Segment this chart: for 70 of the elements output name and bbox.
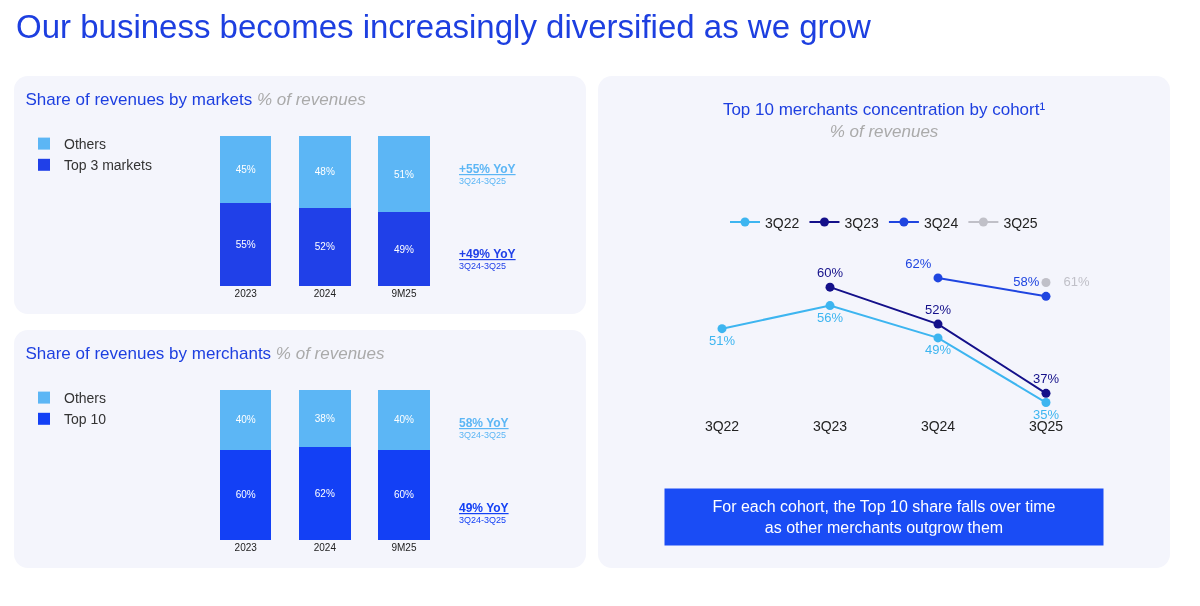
text: 49% YoY <box>459 501 509 515</box>
point <box>1041 398 1051 408</box>
legend-label: Top 10 <box>64 411 107 428</box>
data-label: 56% <box>816 309 844 325</box>
text: 3Q24-3Q25 <box>459 430 507 440</box>
x-tick-label: 2023 <box>234 288 258 299</box>
data-label: 60% <box>816 265 844 281</box>
bar <box>220 135 272 204</box>
data-label: 37% <box>1032 371 1060 387</box>
data-label: 49% <box>393 243 415 255</box>
data-label: 45% <box>235 164 256 176</box>
x-tick-label: 9M25 <box>391 288 417 299</box>
x-tick-label: 9M25 <box>391 542 417 553</box>
point <box>1041 388 1051 398</box>
x-tick-label: 2024 <box>313 288 337 299</box>
data-label: 55% <box>235 239 256 251</box>
data-label: 52% <box>314 241 335 253</box>
point <box>825 282 835 292</box>
data-label: 58% <box>1013 274 1040 290</box>
chart-subtitle: % of revenues <box>275 343 386 363</box>
x-tick-label: 2024 <box>313 542 337 553</box>
chart-title: Top 10 merchants concentration by cohort¹ <box>722 100 1046 120</box>
data-label: 49% <box>924 342 952 358</box>
legend-label: 3Q25 <box>1003 214 1038 231</box>
x-tick-label: 2023 <box>234 542 258 553</box>
text: For each cohort, the Top 10 share falls over time as other merchants outgrow them <box>712 498 1056 536</box>
legend-label: Others <box>64 390 107 407</box>
bar <box>220 203 272 286</box>
chart-title: Share of revenues by merchants <box>25 343 272 363</box>
point <box>1041 291 1051 301</box>
bar <box>378 135 430 213</box>
bar <box>299 135 351 208</box>
x-tick-label: 3Q24 <box>920 417 956 434</box>
text: 3Q24-3Q25 <box>459 176 507 186</box>
legend-label: Others <box>64 136 107 153</box>
data-label: 51% <box>393 168 415 180</box>
x-tick-label: 3Q22 <box>704 417 740 434</box>
point <box>933 273 943 283</box>
chart-title: Share of revenues by markets <box>25 89 253 109</box>
data-label: 60% <box>393 489 415 501</box>
legend-label: 3Q23 <box>844 214 879 231</box>
data-label: 62% <box>905 256 932 272</box>
legend-label: 3Q24 <box>923 214 959 231</box>
point <box>933 319 943 329</box>
point <box>717 324 727 334</box>
chart-subtitle: % of revenues <box>256 89 367 109</box>
data-label: 40% <box>393 414 415 426</box>
text: 3Q24-3Q25 <box>459 261 507 271</box>
text: 58% YoY <box>459 416 509 430</box>
data-label: 38% <box>314 412 335 424</box>
text: 3Q24-3Q25 <box>459 515 507 525</box>
chart-subtitle: % of revenues <box>829 122 939 142</box>
x-tick-label: 3Q23 <box>812 417 848 434</box>
data-label: 60% <box>235 489 256 501</box>
data-label: 51% <box>708 333 736 349</box>
data-label: 40% <box>235 414 256 426</box>
data-label: 48% <box>314 166 335 178</box>
point <box>1041 278 1051 288</box>
text: Our business becomes increasingly diversified as we grow <box>16 8 871 46</box>
data-label: 62% <box>314 487 335 499</box>
legend-label: 3Q22 <box>765 214 800 231</box>
data-label: 35% <box>1032 406 1060 422</box>
point <box>825 301 835 311</box>
data-label: 52% <box>924 302 952 318</box>
text: +55% YoY <box>459 162 516 176</box>
point <box>933 333 943 343</box>
text: +49% YoY <box>459 247 516 261</box>
legend-label: Top 3 markets <box>64 157 152 174</box>
bar <box>378 212 430 286</box>
bar <box>299 207 351 286</box>
